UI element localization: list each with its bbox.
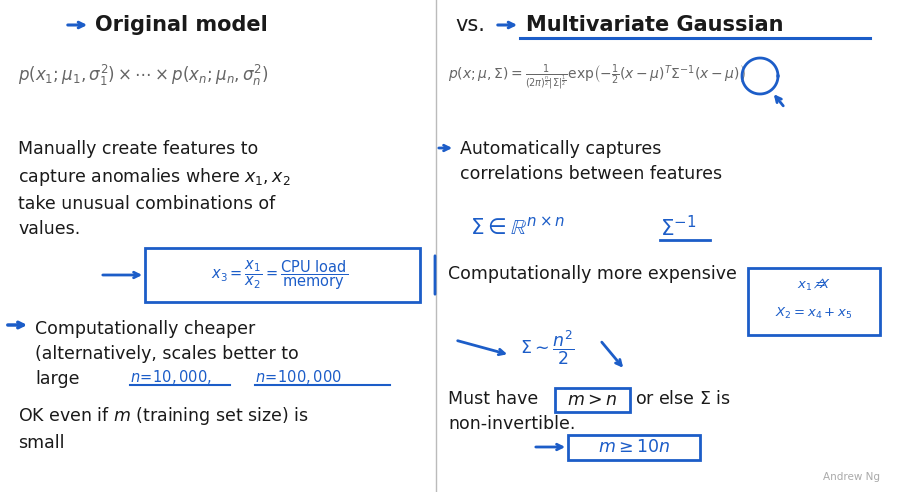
Text: Andrew Ng: Andrew Ng — [823, 472, 880, 482]
Bar — [555, 388, 630, 412]
Text: Manually create features to
capture anomalies where $x_1, x_2$
take unusual comb: Manually create features to capture anom… — [18, 140, 291, 238]
Text: $p(x;\mu,\Sigma)=\frac{1}{(2\pi)^{\frac{n}{2}}|\Sigma|^{\frac{1}{2}}}\exp\!\left: $p(x;\mu,\Sigma)=\frac{1}{(2\pi)^{\frac{… — [448, 63, 745, 93]
Text: $p(x_1;\mu_1,\sigma_1^2)\times\cdots\times p(x_n;\mu_n,\sigma_n^2)$: $p(x_1;\mu_1,\sigma_1^2)\times\cdots\tim… — [18, 62, 269, 88]
Text: $\Sigma^{-1}$: $\Sigma^{-1}$ — [660, 215, 697, 241]
Bar — [748, 268, 880, 335]
Text: $x_3 = \dfrac{x_1}{x_2} = \dfrac{\mathrm{CPU\ load}}{\mathrm{memory}}$: $x_3 = \dfrac{x_1}{x_2} = \dfrac{\mathrm… — [211, 258, 348, 292]
Text: $\Sigma\in\mathbb{R}^{n\times n}$: $\Sigma\in\mathbb{R}^{n\times n}$ — [470, 217, 565, 239]
Bar — [568, 435, 700, 460]
Text: Must have: Must have — [448, 390, 538, 408]
Text: $X_2=x_4+x_5$: $X_2=x_4+x_5$ — [775, 306, 853, 321]
Text: Multivariate Gaussian: Multivariate Gaussian — [526, 15, 783, 35]
Text: Original model: Original model — [95, 15, 268, 35]
Text: $n\!=\!100,000$: $n\!=\!100,000$ — [255, 368, 342, 386]
Text: Computationally cheaper
(alternatively, scales better to
large: Computationally cheaper (alternatively, … — [35, 320, 299, 388]
Bar — [145, 248, 420, 302]
Text: vs.: vs. — [455, 15, 485, 35]
Text: or else $\Sigma$ is: or else $\Sigma$ is — [635, 390, 731, 408]
Text: non-invertible.: non-invertible. — [448, 415, 576, 433]
Text: $m \geq 10n$: $m \geq 10n$ — [598, 438, 670, 456]
Text: $x_1=\!\!\not\!\!X$: $x_1=\!\!\not\!\!X$ — [797, 277, 831, 293]
Text: $n\!=\!10,000,$: $n\!=\!10,000,$ — [130, 368, 212, 386]
Text: $\Sigma\sim\dfrac{n^2}{2}$: $\Sigma\sim\dfrac{n^2}{2}$ — [520, 329, 575, 367]
Text: $m > n$: $m > n$ — [567, 391, 617, 409]
Text: Computationally more expensive: Computationally more expensive — [448, 265, 737, 283]
Text: Automatically captures
correlations between features: Automatically captures correlations betw… — [460, 140, 722, 183]
Text: OK even if $m$ (training set size) is
small: OK even if $m$ (training set size) is sm… — [18, 405, 309, 452]
